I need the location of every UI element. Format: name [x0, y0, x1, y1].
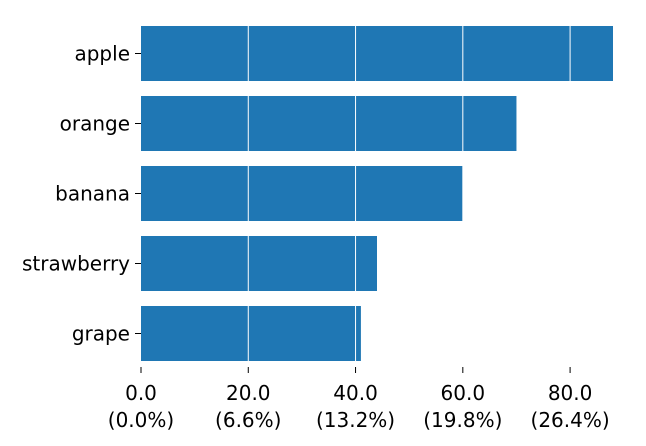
xtick-label: 80.0 — [548, 381, 593, 405]
xtick-sublabel: (26.4%) — [531, 408, 610, 432]
xtick-label: 40.0 — [333, 381, 378, 405]
ytick-label: orange — [60, 112, 130, 136]
bar-grape — [141, 306, 361, 361]
bar-strawberry — [141, 236, 377, 291]
x-axis: 0.0 (0.0%) 20.0 (6.6%) 40.0 (13.2%) 60.0 (19.8%… — [108, 367, 610, 432]
xtick-sublabel: (19.8%) — [423, 408, 502, 432]
ytick-label: apple — [74, 42, 130, 66]
y-axis: apple orange banana strawberry grape — [22, 42, 141, 346]
bar-apple — [141, 26, 613, 81]
xtick-sublabel: (0.0%) — [108, 408, 174, 432]
xtick-label: 60.0 — [441, 381, 486, 405]
bar-banana — [141, 166, 463, 221]
xtick-label: 20.0 — [226, 381, 271, 405]
xtick-sublabel: (13.2%) — [316, 408, 395, 432]
ytick-label: strawberry — [22, 252, 130, 276]
gridlines — [247, 26, 571, 361]
xtick-label: 0.0 — [125, 381, 157, 405]
ytick-label: grape — [72, 322, 130, 346]
bar-orange — [141, 96, 517, 151]
xtick-sublabel: (6.6%) — [215, 408, 281, 432]
ytick-label: banana — [55, 182, 130, 206]
bars-layer — [141, 26, 613, 361]
